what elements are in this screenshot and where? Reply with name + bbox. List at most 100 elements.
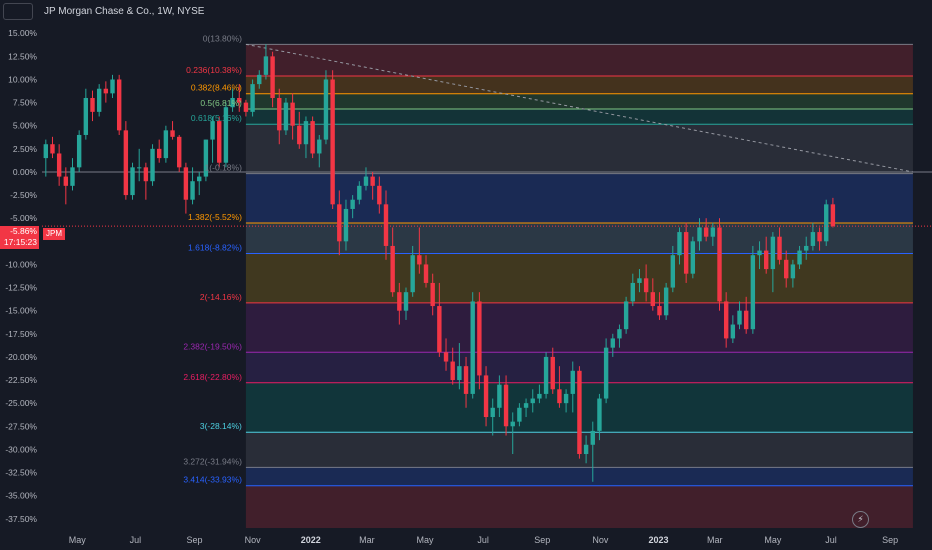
candle-body [190,181,195,200]
symbol-search-box[interactable] [3,3,33,20]
candle-body [503,384,509,427]
fib-level-label: 2(-14.16%) [200,292,242,302]
candle-body [423,264,429,283]
candle-body [203,139,209,177]
candle-body [717,227,722,302]
fib-level-label: 1.618(-8.82%) [188,243,242,253]
candle-body [804,245,809,251]
candle-body [310,121,315,154]
candle-body [143,167,149,182]
y-tick-label: -20.00% [5,352,37,362]
x-tick-label: Nov [245,535,262,545]
fib-level-label: 2.618(-22.80%) [183,372,242,382]
candle-body [217,121,222,163]
y-tick-label: -30.00% [5,444,37,454]
y-tick-label: -32.50% [5,468,37,478]
candle-body [90,97,95,112]
y-tick-label: 10.00% [8,74,37,84]
candle-body [43,144,49,159]
candle-body [597,398,602,431]
candle-body [610,338,615,348]
fib-band [245,302,913,353]
fib-level-label: 2.382(-19.50%) [183,341,242,351]
candle-body [550,356,555,390]
trend-line[interactable] [245,43,914,173]
candle-body [683,232,689,274]
x-tick-label: Jul [825,535,837,545]
candle-body [410,255,415,293]
candle-body [677,232,682,256]
candle-body [770,236,776,270]
candle-body [543,356,549,394]
candle-body [270,56,275,98]
y-tick-label: -15.00% [5,306,37,316]
fib-level-label: 3.414(-33.93%) [183,475,242,485]
candle-body [56,153,62,177]
candle-body [170,130,175,137]
fib-level-label: 3.272(-31.94%) [183,456,242,466]
candle-body [197,176,202,182]
y-tick-label: -35.00% [5,491,37,501]
candle-body [743,310,749,330]
y-tick-label: -25.00% [5,398,37,408]
candle-body [790,264,796,279]
lightning-bolt-icon[interactable]: ⚡ [852,511,869,528]
y-tick-label: 7.50% [13,98,38,108]
candle-body [230,97,235,108]
fib-level-label: 1.382(-5.52%) [188,212,242,222]
price-axis[interactable]: 15.00% 12.50% 10.00% 7.50% 5.00% 2.50% 0.00% -2… [5,28,37,524]
candle-body [630,282,635,302]
candle-body [577,370,582,455]
y-tick-label: 0.00% [13,167,38,177]
candle-body [403,292,409,311]
fib-level-label: 0.382(8.46%) [191,83,242,93]
fibonacci-labels: 0(13.80%) 0.236(10.38%) 0.382(8.46%) 0.5(6.… [183,33,242,484]
candle-body [730,324,736,339]
time-axis[interactable]: May Jul Sep Nov 2022 Mar May Jul Sep Nov 2023 Mar Ma… [69,535,898,545]
candle-body [784,259,789,279]
candle-body [617,329,622,339]
candle-body [637,278,642,283]
candle-body [623,301,629,330]
y-tick-label: -5.00% [10,213,37,223]
candle-body [523,403,529,408]
candle-body [357,185,362,200]
candle-body [177,136,182,168]
fib-level-label: 3(-28.14%) [200,421,242,431]
candle-body [283,102,289,131]
candle-body [650,292,656,307]
fib-level-label: 0.5(6.81%) [200,98,242,108]
candle-body [183,167,189,200]
fib-band [245,223,913,254]
candle-body [136,167,142,169]
fib-band [245,173,913,224]
candle-body [350,199,355,209]
candle-body [590,430,595,445]
y-tick-label: -10.00% [5,259,37,269]
candle-body [797,250,802,265]
fib-level-label: 0.618(5.16%) [191,113,242,123]
x-tick-label: Mar [359,535,375,545]
candle-body [150,148,155,182]
x-tick-label: May [69,535,87,545]
x-tick-label: May [417,535,435,545]
candle-body [157,148,162,159]
candle-body [123,130,129,196]
candle-body [363,176,369,186]
candle-body [483,375,489,418]
candle-body [810,232,816,246]
y-tick-label: 12.50% [8,51,37,61]
candle-body [297,125,302,145]
symbol-tag: JPM [43,228,65,240]
candle-body [450,361,455,381]
y-tick-label: -12.50% [5,283,37,293]
candle-body [563,393,569,404]
candle-body [757,250,762,256]
fib-band [245,108,913,125]
candle-body [317,139,322,154]
candle-body [96,88,102,112]
candle-body [510,421,515,427]
candle-body [243,102,249,112]
candle-body [490,407,495,418]
